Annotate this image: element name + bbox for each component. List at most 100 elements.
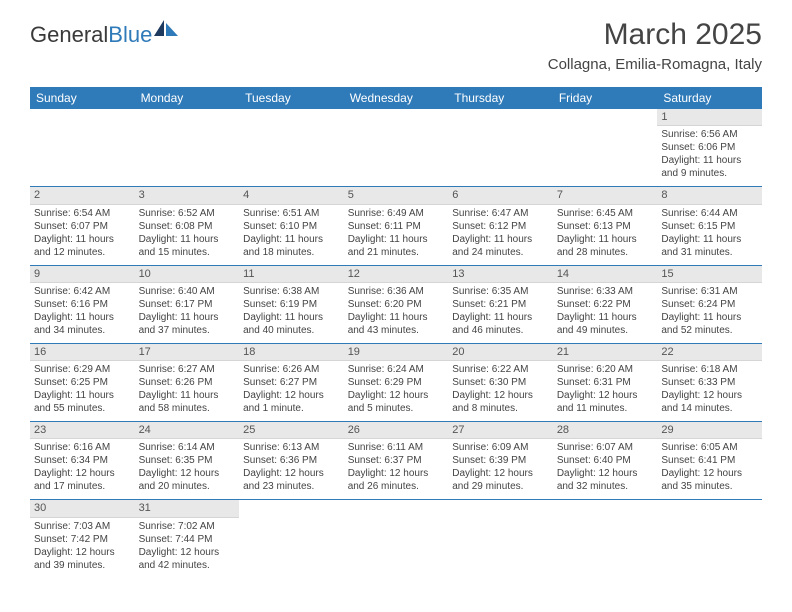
sunset-line: Sunset: 6:30 PM (452, 376, 549, 389)
day-number: 27 (448, 422, 553, 439)
daylight-line: Daylight: 11 hours and 12 minutes. (34, 233, 131, 259)
daylight-line: Daylight: 12 hours and 26 minutes. (348, 467, 445, 493)
day-number: 28 (553, 422, 658, 439)
sunrise-line: Sunrise: 6:47 AM (452, 207, 549, 220)
sunrise-line: Sunrise: 6:35 AM (452, 285, 549, 298)
calendar-cell: 29Sunrise: 6:05 AMSunset: 6:41 PMDayligh… (657, 422, 762, 500)
sunrise-line: Sunrise: 6:56 AM (661, 128, 758, 141)
sunset-line: Sunset: 6:06 PM (661, 141, 758, 154)
daylight-line: Daylight: 11 hours and 9 minutes. (661, 154, 758, 180)
calendar-cell: 9Sunrise: 6:42 AMSunset: 6:16 PMDaylight… (30, 265, 135, 343)
daylight-line: Daylight: 11 hours and 43 minutes. (348, 311, 445, 337)
sunrise-line: Sunrise: 6:31 AM (661, 285, 758, 298)
title-block: March 2025 Collagna, Emilia-Romagna, Ita… (548, 18, 762, 73)
location: Collagna, Emilia-Romagna, Italy (548, 56, 762, 73)
sunset-line: Sunset: 6:19 PM (243, 298, 340, 311)
calendar-row: 16Sunrise: 6:29 AMSunset: 6:25 PMDayligh… (30, 343, 762, 421)
daylight-line: Daylight: 12 hours and 35 minutes. (661, 467, 758, 493)
month-title: March 2025 (548, 18, 762, 52)
sunrise-line: Sunrise: 6:52 AM (139, 207, 236, 220)
day-header: Tuesday (239, 87, 344, 109)
calendar-cell (553, 500, 658, 578)
sunset-line: Sunset: 7:44 PM (139, 533, 236, 546)
calendar-cell: 7 Sunrise: 6:45 AMSunset: 6:13 PMDaylight… (553, 187, 658, 265)
calendar-row: 2Sunrise: 6:54 AMSunset: 6:07 PMDaylight… (30, 187, 762, 265)
sunset-line: Sunset: 6:35 PM (139, 454, 236, 467)
day-number: 19 (344, 344, 449, 361)
daylight-line: Daylight: 11 hours and 55 minutes. (34, 389, 131, 415)
calendar-table: SundayMondayTuesdayWednesdayThursdayFrid… (30, 87, 762, 578)
calendar-cell: 10Sunrise: 6:40 AMSunset: 6:17 PMDayligh… (135, 265, 240, 343)
daylight-line: Daylight: 11 hours and 18 minutes. (243, 233, 340, 259)
day-header: Saturday (657, 87, 762, 109)
sunset-line: Sunset: 6:36 PM (243, 454, 340, 467)
calendar-cell: 24Sunrise: 6:14 AMSunset: 6:35 PMDayligh… (135, 422, 240, 500)
sunset-line: Sunset: 6:17 PM (139, 298, 236, 311)
sunrise-line: Sunrise: 6:22 AM (452, 363, 549, 376)
sunrise-line: Sunrise: 6:45 AM (557, 207, 654, 220)
daylight-line: Daylight: 12 hours and 11 minutes. (557, 389, 654, 415)
calendar-cell: 15Sunrise: 6:31 AMSunset: 6:24 PMDayligh… (657, 265, 762, 343)
calendar-cell: 17Sunrise: 6:27 AMSunset: 6:26 PMDayligh… (135, 343, 240, 421)
day-number: 11 (239, 266, 344, 283)
sunset-line: Sunset: 6:12 PM (452, 220, 549, 233)
calendar-head: SundayMondayTuesdayWednesdayThursdayFrid… (30, 87, 762, 109)
day-number: 7 (553, 187, 658, 204)
sunrise-line: Sunrise: 6:51 AM (243, 207, 340, 220)
sunrise-line: Sunrise: 6:24 AM (348, 363, 445, 376)
daylight-line: Daylight: 12 hours and 39 minutes. (34, 546, 131, 572)
sunset-line: Sunset: 6:08 PM (139, 220, 236, 233)
calendar-cell (553, 109, 658, 187)
daylight-line: Daylight: 11 hours and 28 minutes. (557, 233, 654, 259)
sunrise-line: Sunrise: 6:29 AM (34, 363, 131, 376)
header: GeneralBlue March 2025 Collagna, Emilia-… (0, 0, 792, 81)
sunrise-line: Sunrise: 6:38 AM (243, 285, 340, 298)
sunrise-line: Sunrise: 6:20 AM (557, 363, 654, 376)
sunrise-line: Sunrise: 6:11 AM (348, 441, 445, 454)
calendar-cell: 13Sunrise: 6:35 AMSunset: 6:21 PMDayligh… (448, 265, 553, 343)
calendar-cell: 22Sunrise: 6:18 AMSunset: 6:33 PMDayligh… (657, 343, 762, 421)
day-number: 13 (448, 266, 553, 283)
sunset-line: Sunset: 6:11 PM (348, 220, 445, 233)
daylight-line: Daylight: 11 hours and 37 minutes. (139, 311, 236, 337)
sunrise-line: Sunrise: 6:40 AM (139, 285, 236, 298)
day-number: 8 (657, 187, 762, 204)
sunset-line: Sunset: 6:21 PM (452, 298, 549, 311)
calendar-cell: 2Sunrise: 6:54 AMSunset: 6:07 PMDaylight… (30, 187, 135, 265)
day-number: 17 (135, 344, 240, 361)
calendar-row: 23Sunrise: 6:16 AMSunset: 6:34 PMDayligh… (30, 422, 762, 500)
sunrise-line: Sunrise: 6:44 AM (661, 207, 758, 220)
day-number: 18 (239, 344, 344, 361)
sunset-line: Sunset: 7:42 PM (34, 533, 131, 546)
logo-text-blue: Blue (108, 22, 152, 48)
day-number: 24 (135, 422, 240, 439)
calendar-cell (657, 500, 762, 578)
day-number: 22 (657, 344, 762, 361)
day-number: 15 (657, 266, 762, 283)
sunrise-line: Sunrise: 7:03 AM (34, 520, 131, 533)
calendar-cell (135, 109, 240, 187)
day-number: 31 (135, 500, 240, 517)
day-header: Sunday (30, 87, 135, 109)
logo-sail-icon (154, 18, 180, 44)
sunrise-line: Sunrise: 6:49 AM (348, 207, 445, 220)
sunrise-line: Sunrise: 6:36 AM (348, 285, 445, 298)
calendar-row: 30Sunrise: 7:03 AMSunset: 7:42 PMDayligh… (30, 500, 762, 578)
calendar-row: 1Sunrise: 6:56 AMSunset: 6:06 PMDaylight… (30, 109, 762, 187)
sunset-line: Sunset: 6:34 PM (34, 454, 131, 467)
calendar-cell: 23Sunrise: 6:16 AMSunset: 6:34 PMDayligh… (30, 422, 135, 500)
daylight-line: Daylight: 11 hours and 21 minutes. (348, 233, 445, 259)
calendar-cell: 25Sunrise: 6:13 AMSunset: 6:36 PMDayligh… (239, 422, 344, 500)
daylight-line: Daylight: 11 hours and 58 minutes. (139, 389, 236, 415)
day-number: 5 (344, 187, 449, 204)
calendar-cell: 20Sunrise: 6:22 AMSunset: 6:30 PMDayligh… (448, 343, 553, 421)
sunrise-line: Sunrise: 6:18 AM (661, 363, 758, 376)
calendar-cell: 3Sunrise: 6:52 AMSunset: 6:08 PMDaylight… (135, 187, 240, 265)
daylight-line: Daylight: 11 hours and 52 minutes. (661, 311, 758, 337)
sunset-line: Sunset: 6:13 PM (557, 220, 654, 233)
daylight-line: Daylight: 11 hours and 31 minutes. (661, 233, 758, 259)
daylight-line: Daylight: 12 hours and 1 minute. (243, 389, 340, 415)
day-number: 23 (30, 422, 135, 439)
sunset-line: Sunset: 6:31 PM (557, 376, 654, 389)
sunset-line: Sunset: 6:33 PM (661, 376, 758, 389)
